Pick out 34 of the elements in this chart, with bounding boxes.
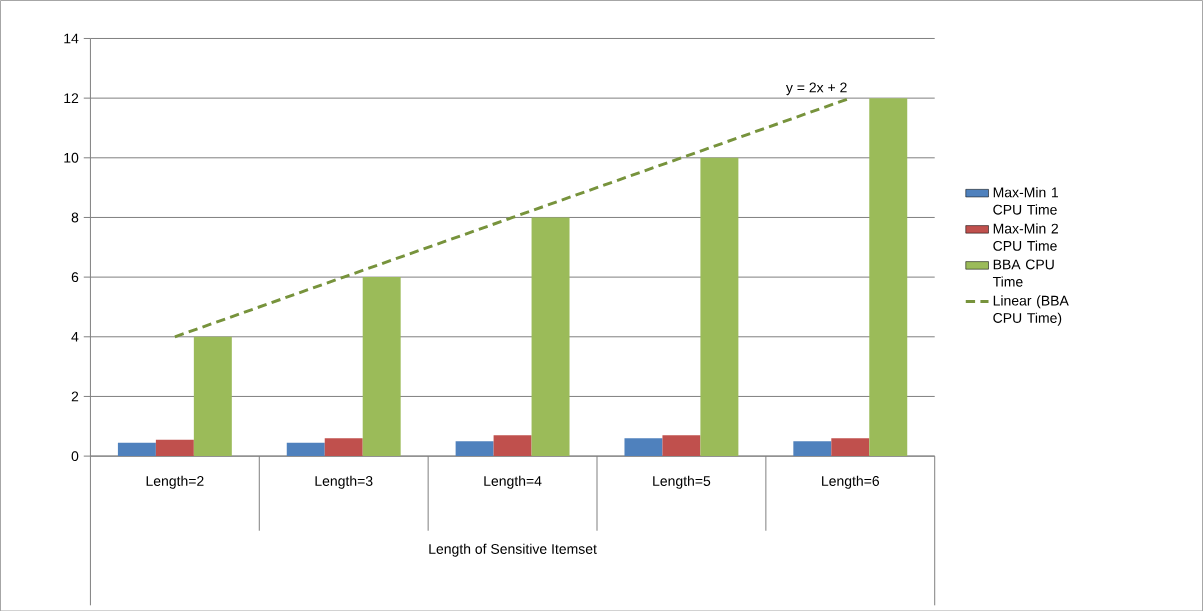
bar <box>869 97 908 456</box>
legend-label: Max-Min 1 CPU Time <box>993 186 1058 215</box>
y-tick-label: 12 <box>64 93 79 103</box>
bar <box>155 439 194 456</box>
y-tick-label: 14 <box>64 33 79 44</box>
bar <box>493 435 532 456</box>
y-tick-label: 10 <box>64 152 79 163</box>
bar <box>455 440 494 456</box>
y-tick-label: 2 <box>71 391 79 402</box>
bar <box>831 437 870 456</box>
bar <box>662 435 701 456</box>
bar <box>531 217 570 456</box>
x-tick-label: Length=2 <box>146 475 204 489</box>
y-tick-label: 4 <box>71 331 79 342</box>
x-axis-title: Length of Sensitive Itemset <box>429 543 597 557</box>
bar <box>362 276 401 456</box>
bar <box>700 157 739 456</box>
x-tick-label: Length=5 <box>653 475 711 489</box>
bar <box>193 336 232 456</box>
legend-label: Max-Min 2 CPU Time <box>993 223 1058 251</box>
x-tick-label: Length=3 <box>315 475 373 489</box>
legend-label: BBA CPU Time <box>992 259 1054 287</box>
y-tick-label: 8 <box>71 212 79 223</box>
x-tick-label: Length=6 <box>822 475 880 489</box>
y-tick-label: 0 <box>71 450 79 461</box>
legend-label: Linear (BBA CPU Time) <box>993 295 1069 326</box>
bar <box>624 437 663 456</box>
bar <box>286 442 325 456</box>
bar <box>117 442 156 456</box>
bar <box>793 440 832 456</box>
y-tick-label: 6 <box>71 271 79 282</box>
annotation: y = 2x + 2 <box>785 82 847 95</box>
x-tick-label: Length=4 <box>484 475 542 489</box>
bar <box>324 437 363 456</box>
